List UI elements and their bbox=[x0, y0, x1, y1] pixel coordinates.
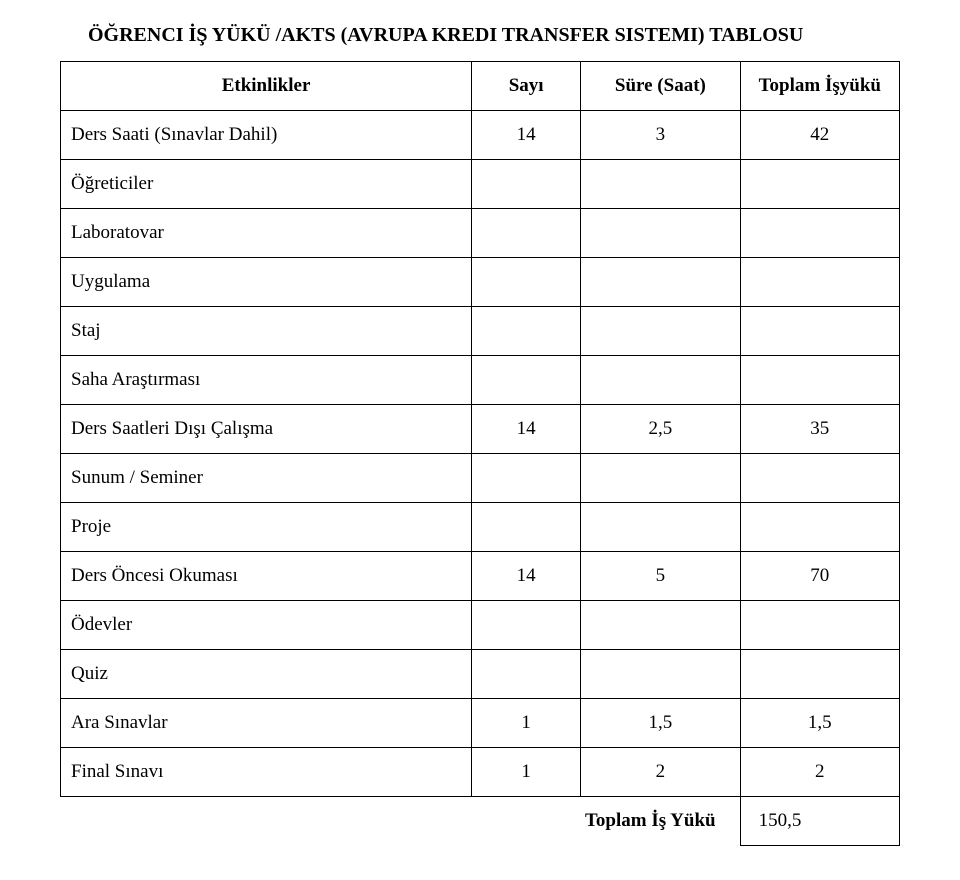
row-label: Proje bbox=[61, 503, 472, 552]
row-label: Staj bbox=[61, 307, 472, 356]
footer-spacer bbox=[61, 797, 472, 846]
row-hours bbox=[581, 503, 740, 552]
row-label: Quiz bbox=[61, 650, 472, 699]
row-total bbox=[740, 650, 899, 699]
row-total bbox=[740, 209, 899, 258]
table-row: Final Sınavı 1 2 2 bbox=[61, 748, 900, 797]
row-hours bbox=[581, 650, 740, 699]
row-total: 2 bbox=[740, 748, 899, 797]
row-hours bbox=[581, 160, 740, 209]
row-hours bbox=[581, 356, 740, 405]
row-count: 14 bbox=[472, 111, 581, 160]
row-count bbox=[472, 454, 581, 503]
row-hours: 5 bbox=[581, 552, 740, 601]
row-count bbox=[472, 160, 581, 209]
row-total bbox=[740, 454, 899, 503]
row-label: Uygulama bbox=[61, 258, 472, 307]
table-row: Ara Sınavlar 1 1,5 1,5 bbox=[61, 699, 900, 748]
footer-total-label: Toplam İş Yükü bbox=[472, 797, 740, 846]
row-hours bbox=[581, 307, 740, 356]
row-hours bbox=[581, 209, 740, 258]
footer-total-value: 150,5 bbox=[740, 797, 899, 846]
row-count bbox=[472, 503, 581, 552]
table-row: Ders Saatleri Dışı Çalışma 14 2,5 35 bbox=[61, 405, 900, 454]
row-total bbox=[740, 258, 899, 307]
row-count bbox=[472, 601, 581, 650]
row-total bbox=[740, 503, 899, 552]
row-total bbox=[740, 356, 899, 405]
table-row: Ders Saati (Sınavlar Dahil) 14 3 42 bbox=[61, 111, 900, 160]
header-total: Toplam İşyükü bbox=[740, 62, 899, 111]
table-row: Staj bbox=[61, 307, 900, 356]
row-label: Ders Öncesi Okuması bbox=[61, 552, 472, 601]
row-label: Sunum / Seminer bbox=[61, 454, 472, 503]
row-count: 14 bbox=[472, 405, 581, 454]
table-header-row: Etkinlikler Sayı Süre (Saat) Toplam İşyü… bbox=[61, 62, 900, 111]
row-label: Öğreticiler bbox=[61, 160, 472, 209]
row-hours: 2 bbox=[581, 748, 740, 797]
row-hours: 3 bbox=[581, 111, 740, 160]
row-total bbox=[740, 160, 899, 209]
row-count: 1 bbox=[472, 748, 581, 797]
row-hours bbox=[581, 258, 740, 307]
row-hours bbox=[581, 601, 740, 650]
row-count bbox=[472, 356, 581, 405]
row-hours: 1,5 bbox=[581, 699, 740, 748]
row-label: Ders Saati (Sınavlar Dahil) bbox=[61, 111, 472, 160]
row-count bbox=[472, 258, 581, 307]
row-label: Ara Sınavlar bbox=[61, 699, 472, 748]
row-hours bbox=[581, 454, 740, 503]
table-row: Ödevler bbox=[61, 601, 900, 650]
row-count bbox=[472, 209, 581, 258]
row-count bbox=[472, 307, 581, 356]
row-label: Laboratovar bbox=[61, 209, 472, 258]
page-title: ÖĞRENCI İŞ YÜKÜ /AKTS (AVRUPA KREDI TRAN… bbox=[88, 24, 900, 47]
row-total: 1,5 bbox=[740, 699, 899, 748]
row-label: Ödevler bbox=[61, 601, 472, 650]
row-label: Saha Araştırması bbox=[61, 356, 472, 405]
table-row: Ders Öncesi Okuması 14 5 70 bbox=[61, 552, 900, 601]
header-hours: Süre (Saat) bbox=[581, 62, 740, 111]
header-count: Sayı bbox=[472, 62, 581, 111]
table-row: Laboratovar bbox=[61, 209, 900, 258]
row-total: 35 bbox=[740, 405, 899, 454]
row-total: 70 bbox=[740, 552, 899, 601]
table-row: Saha Araştırması bbox=[61, 356, 900, 405]
row-total: 42 bbox=[740, 111, 899, 160]
header-activity: Etkinlikler bbox=[61, 62, 472, 111]
row-count bbox=[472, 650, 581, 699]
table-row: Öğreticiler bbox=[61, 160, 900, 209]
table-row: Proje bbox=[61, 503, 900, 552]
table-footer-row: Toplam İş Yükü 150,5 bbox=[61, 797, 900, 846]
row-label: Ders Saatleri Dışı Çalışma bbox=[61, 405, 472, 454]
row-hours: 2,5 bbox=[581, 405, 740, 454]
row-label: Final Sınavı bbox=[61, 748, 472, 797]
row-count: 14 bbox=[472, 552, 581, 601]
row-total bbox=[740, 307, 899, 356]
workload-table: Etkinlikler Sayı Süre (Saat) Toplam İşyü… bbox=[60, 61, 900, 846]
table-row: Sunum / Seminer bbox=[61, 454, 900, 503]
table-row: Uygulama bbox=[61, 258, 900, 307]
table-row: Quiz bbox=[61, 650, 900, 699]
row-count: 1 bbox=[472, 699, 581, 748]
row-total bbox=[740, 601, 899, 650]
